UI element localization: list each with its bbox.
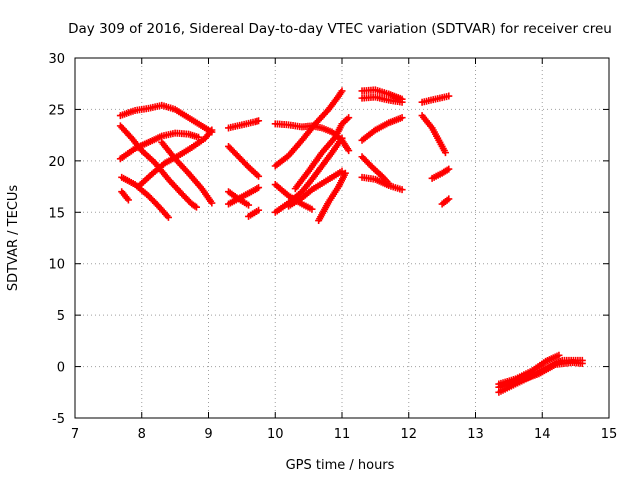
y-tick-label: 30	[48, 52, 65, 67]
scatter-point	[445, 92, 453, 100]
series-arc-25	[418, 92, 453, 106]
series-arc-5	[118, 188, 132, 204]
series-arc-21	[358, 93, 406, 106]
x-tick-label: 10	[267, 427, 284, 442]
scatter-point	[578, 359, 586, 367]
series-arc-1	[116, 101, 216, 136]
scatter-point	[398, 98, 406, 106]
scatter-point	[208, 199, 216, 207]
y-axis: -5 0 5 10 15 20 25 30	[48, 52, 609, 427]
x-tick-label: 7	[71, 427, 79, 442]
y-axis-label: SDTVAR / TECUs	[6, 185, 21, 292]
scatter-point	[255, 172, 263, 180]
scatter-point	[245, 201, 253, 209]
scatter-point	[445, 165, 453, 173]
scatter-point	[192, 203, 200, 211]
scatter-point	[255, 206, 263, 214]
scatter-point	[398, 114, 406, 122]
series-arc-31	[495, 358, 586, 391]
scatter-point	[398, 186, 406, 194]
scatter-point	[164, 213, 172, 221]
data-points	[116, 86, 586, 396]
chart-title: Day 309 of 2016, Sidereal Day-to-day VTE…	[68, 21, 612, 37]
y-tick-label: -5	[52, 412, 65, 427]
series-arc-3	[116, 122, 200, 211]
scatter-point	[194, 133, 202, 141]
x-tick-label: 11	[334, 427, 351, 442]
y-tick-label: 10	[48, 258, 65, 273]
scatter-point	[208, 126, 216, 134]
scatter-point	[441, 149, 449, 157]
scatter-point	[555, 351, 563, 359]
scatter-point	[255, 117, 263, 125]
series-arc-12	[245, 206, 263, 220]
series-arc-15	[291, 114, 353, 193]
series-arc-14	[271, 87, 346, 170]
x-axis-label: GPS time / hours	[286, 458, 395, 473]
series-arc-22	[358, 114, 406, 144]
series-arc-28	[438, 195, 453, 208]
x-tick-label: 12	[400, 427, 417, 442]
y-tick-label: 25	[48, 103, 65, 118]
scatter-point	[308, 205, 316, 213]
scatter-point	[338, 87, 346, 95]
series-arc-11	[225, 184, 263, 208]
series-arc-24	[358, 173, 406, 194]
x-axis: 7 8 9 10 11 12 13 14 15	[71, 58, 617, 442]
scatter-point	[345, 147, 353, 155]
scatter-point	[124, 196, 132, 204]
y-tick-label: 15	[48, 206, 65, 221]
x-tick-label: 14	[534, 427, 551, 442]
series-arc-19	[315, 169, 349, 225]
series-arc-9	[225, 142, 263, 180]
series-arc-18	[271, 134, 346, 216]
y-tick-label: 5	[57, 309, 65, 324]
series-arc-27	[428, 165, 453, 182]
scatter-point	[345, 114, 353, 122]
grid-lines	[75, 58, 609, 418]
x-tick-label: 13	[467, 427, 484, 442]
y-tick-label: 0	[57, 361, 65, 376]
scatter-point	[255, 184, 263, 192]
x-tick-label: 9	[204, 427, 212, 442]
scatter-point	[341, 169, 349, 177]
series-arc-8	[225, 117, 263, 132]
series-arc-7	[158, 138, 216, 207]
scatter-point	[445, 195, 453, 203]
scatter-point	[338, 134, 346, 142]
x-tick-label: 8	[138, 427, 146, 442]
y-tick-label: 20	[48, 155, 65, 170]
x-tick-label: 15	[601, 427, 618, 442]
series-arc-26	[418, 112, 449, 157]
